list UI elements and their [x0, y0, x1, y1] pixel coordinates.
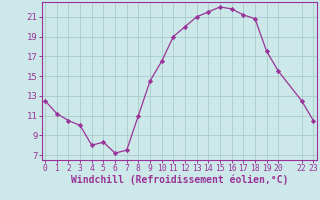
X-axis label: Windchill (Refroidissement éolien,°C): Windchill (Refroidissement éolien,°C) [70, 175, 288, 185]
